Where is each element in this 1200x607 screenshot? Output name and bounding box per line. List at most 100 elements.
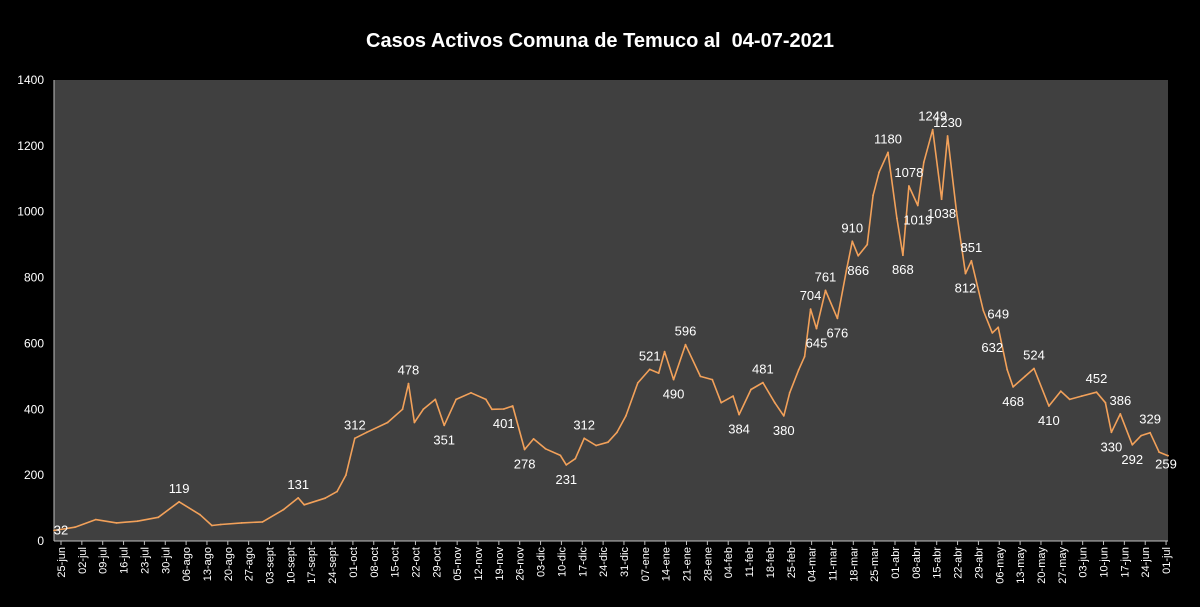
x-tick-label: 03-jun	[1078, 547, 1090, 578]
data-label: 131	[287, 477, 309, 492]
data-point	[485, 398, 487, 401]
data-point	[136, 520, 139, 523]
x-tick-label: 13-may	[1015, 547, 1027, 584]
x-tick-label: 24-dic	[598, 547, 610, 577]
x-tick-label: 30-jul	[160, 547, 172, 574]
data-label: 384	[728, 422, 750, 437]
x-tick-label: 14-ene	[661, 547, 673, 581]
data-label: 676	[827, 325, 849, 340]
chart-title: Casos Activos Comuna de Temuco al 04-07-…	[366, 30, 834, 52]
data-point	[336, 490, 338, 493]
data-label: 521	[639, 348, 661, 363]
series-line	[53, 128, 1169, 532]
data-label: 812	[955, 281, 977, 296]
data-label: 1230	[933, 115, 962, 130]
data-label: 866	[847, 263, 869, 278]
data-point	[353, 437, 356, 440]
data-point	[782, 415, 785, 417]
data-point	[964, 272, 967, 275]
data-point	[788, 391, 791, 394]
x-tick-label: 09-jul	[98, 547, 110, 574]
data-point	[157, 516, 160, 519]
data-point	[940, 198, 943, 201]
data-point	[303, 503, 306, 506]
data-point	[836, 317, 839, 320]
x-tick-label: 06-may	[994, 547, 1006, 584]
x-tick-label: 29-abr	[973, 547, 985, 579]
data-label: 1180	[874, 131, 902, 146]
data-label: 851	[961, 240, 983, 255]
data-label: 910	[841, 220, 863, 235]
x-tick-label: 15-abr	[932, 547, 944, 579]
data-point	[1068, 398, 1071, 401]
data-point	[219, 523, 222, 526]
data-point	[878, 171, 880, 174]
x-tick-label: 20-ago	[223, 547, 235, 581]
data-label: 312	[344, 417, 366, 432]
data-point	[470, 391, 472, 394]
data-point	[94, 518, 97, 521]
data-label: 481	[752, 362, 774, 377]
x-tick-label: 01-oct	[348, 547, 360, 578]
data-label: 259	[1155, 457, 1177, 472]
data-point	[74, 526, 76, 529]
data-point	[407, 382, 410, 385]
data-label: 596	[675, 324, 697, 339]
x-tick-label: 01-jul	[1161, 547, 1173, 574]
x-tick-label: 18-feb	[765, 547, 777, 578]
data-point	[887, 151, 889, 154]
data-point	[1119, 413, 1122, 415]
data-label: 761	[815, 269, 837, 284]
data-point	[1080, 395, 1083, 397]
data-point	[401, 408, 404, 411]
data-point	[773, 401, 776, 404]
data-point	[544, 447, 547, 450]
data-point	[916, 204, 919, 207]
x-tick-label: 08-abr	[911, 547, 923, 579]
data-point	[491, 408, 493, 411]
x-tick-label: 11-feb	[744, 547, 756, 577]
x-tick-label: 23-jul	[139, 547, 151, 574]
x-tick-label: 25-mar	[869, 547, 881, 582]
data-point	[211, 524, 213, 527]
data-point	[616, 431, 618, 434]
x-tick-label: 25-jun	[56, 547, 68, 578]
data-label: 32	[54, 522, 68, 537]
data-point	[982, 309, 985, 312]
y-tick-label: 400	[24, 402, 44, 416]
data-label: 868	[892, 262, 914, 277]
x-tick-label: 22-abr	[953, 547, 965, 579]
x-tick-label: 25-feb	[786, 547, 798, 578]
data-point	[902, 254, 904, 257]
data-point	[1149, 431, 1151, 434]
data-point	[866, 243, 869, 246]
data-point	[422, 408, 425, 411]
data-label: 278	[514, 456, 536, 471]
data-point	[857, 254, 860, 257]
data-point	[809, 308, 812, 311]
x-tick-label: 13-ago	[202, 547, 214, 581]
data-point	[574, 457, 577, 460]
x-tick-label: 29-oct	[431, 547, 443, 578]
data-point	[699, 375, 702, 378]
data-label: 452	[1086, 371, 1108, 386]
x-tick-label: 19-nov	[494, 547, 506, 581]
data-point	[738, 413, 740, 416]
data-label: 312	[573, 417, 595, 432]
data-point	[1006, 368, 1009, 371]
data-point	[970, 259, 973, 262]
data-label: 386	[1109, 393, 1131, 408]
data-label: 704	[800, 288, 822, 303]
data-point	[583, 437, 586, 440]
y-tick-label: 1000	[17, 205, 44, 219]
data-point	[511, 405, 514, 407]
data-point	[345, 474, 347, 476]
data-point	[991, 332, 994, 334]
data-label: 645	[806, 336, 828, 351]
data-point	[732, 395, 734, 397]
x-tick-label: 24-sept	[327, 547, 339, 584]
data-label: 1078	[894, 165, 923, 180]
data-point	[762, 381, 764, 384]
data-point	[1033, 367, 1035, 370]
